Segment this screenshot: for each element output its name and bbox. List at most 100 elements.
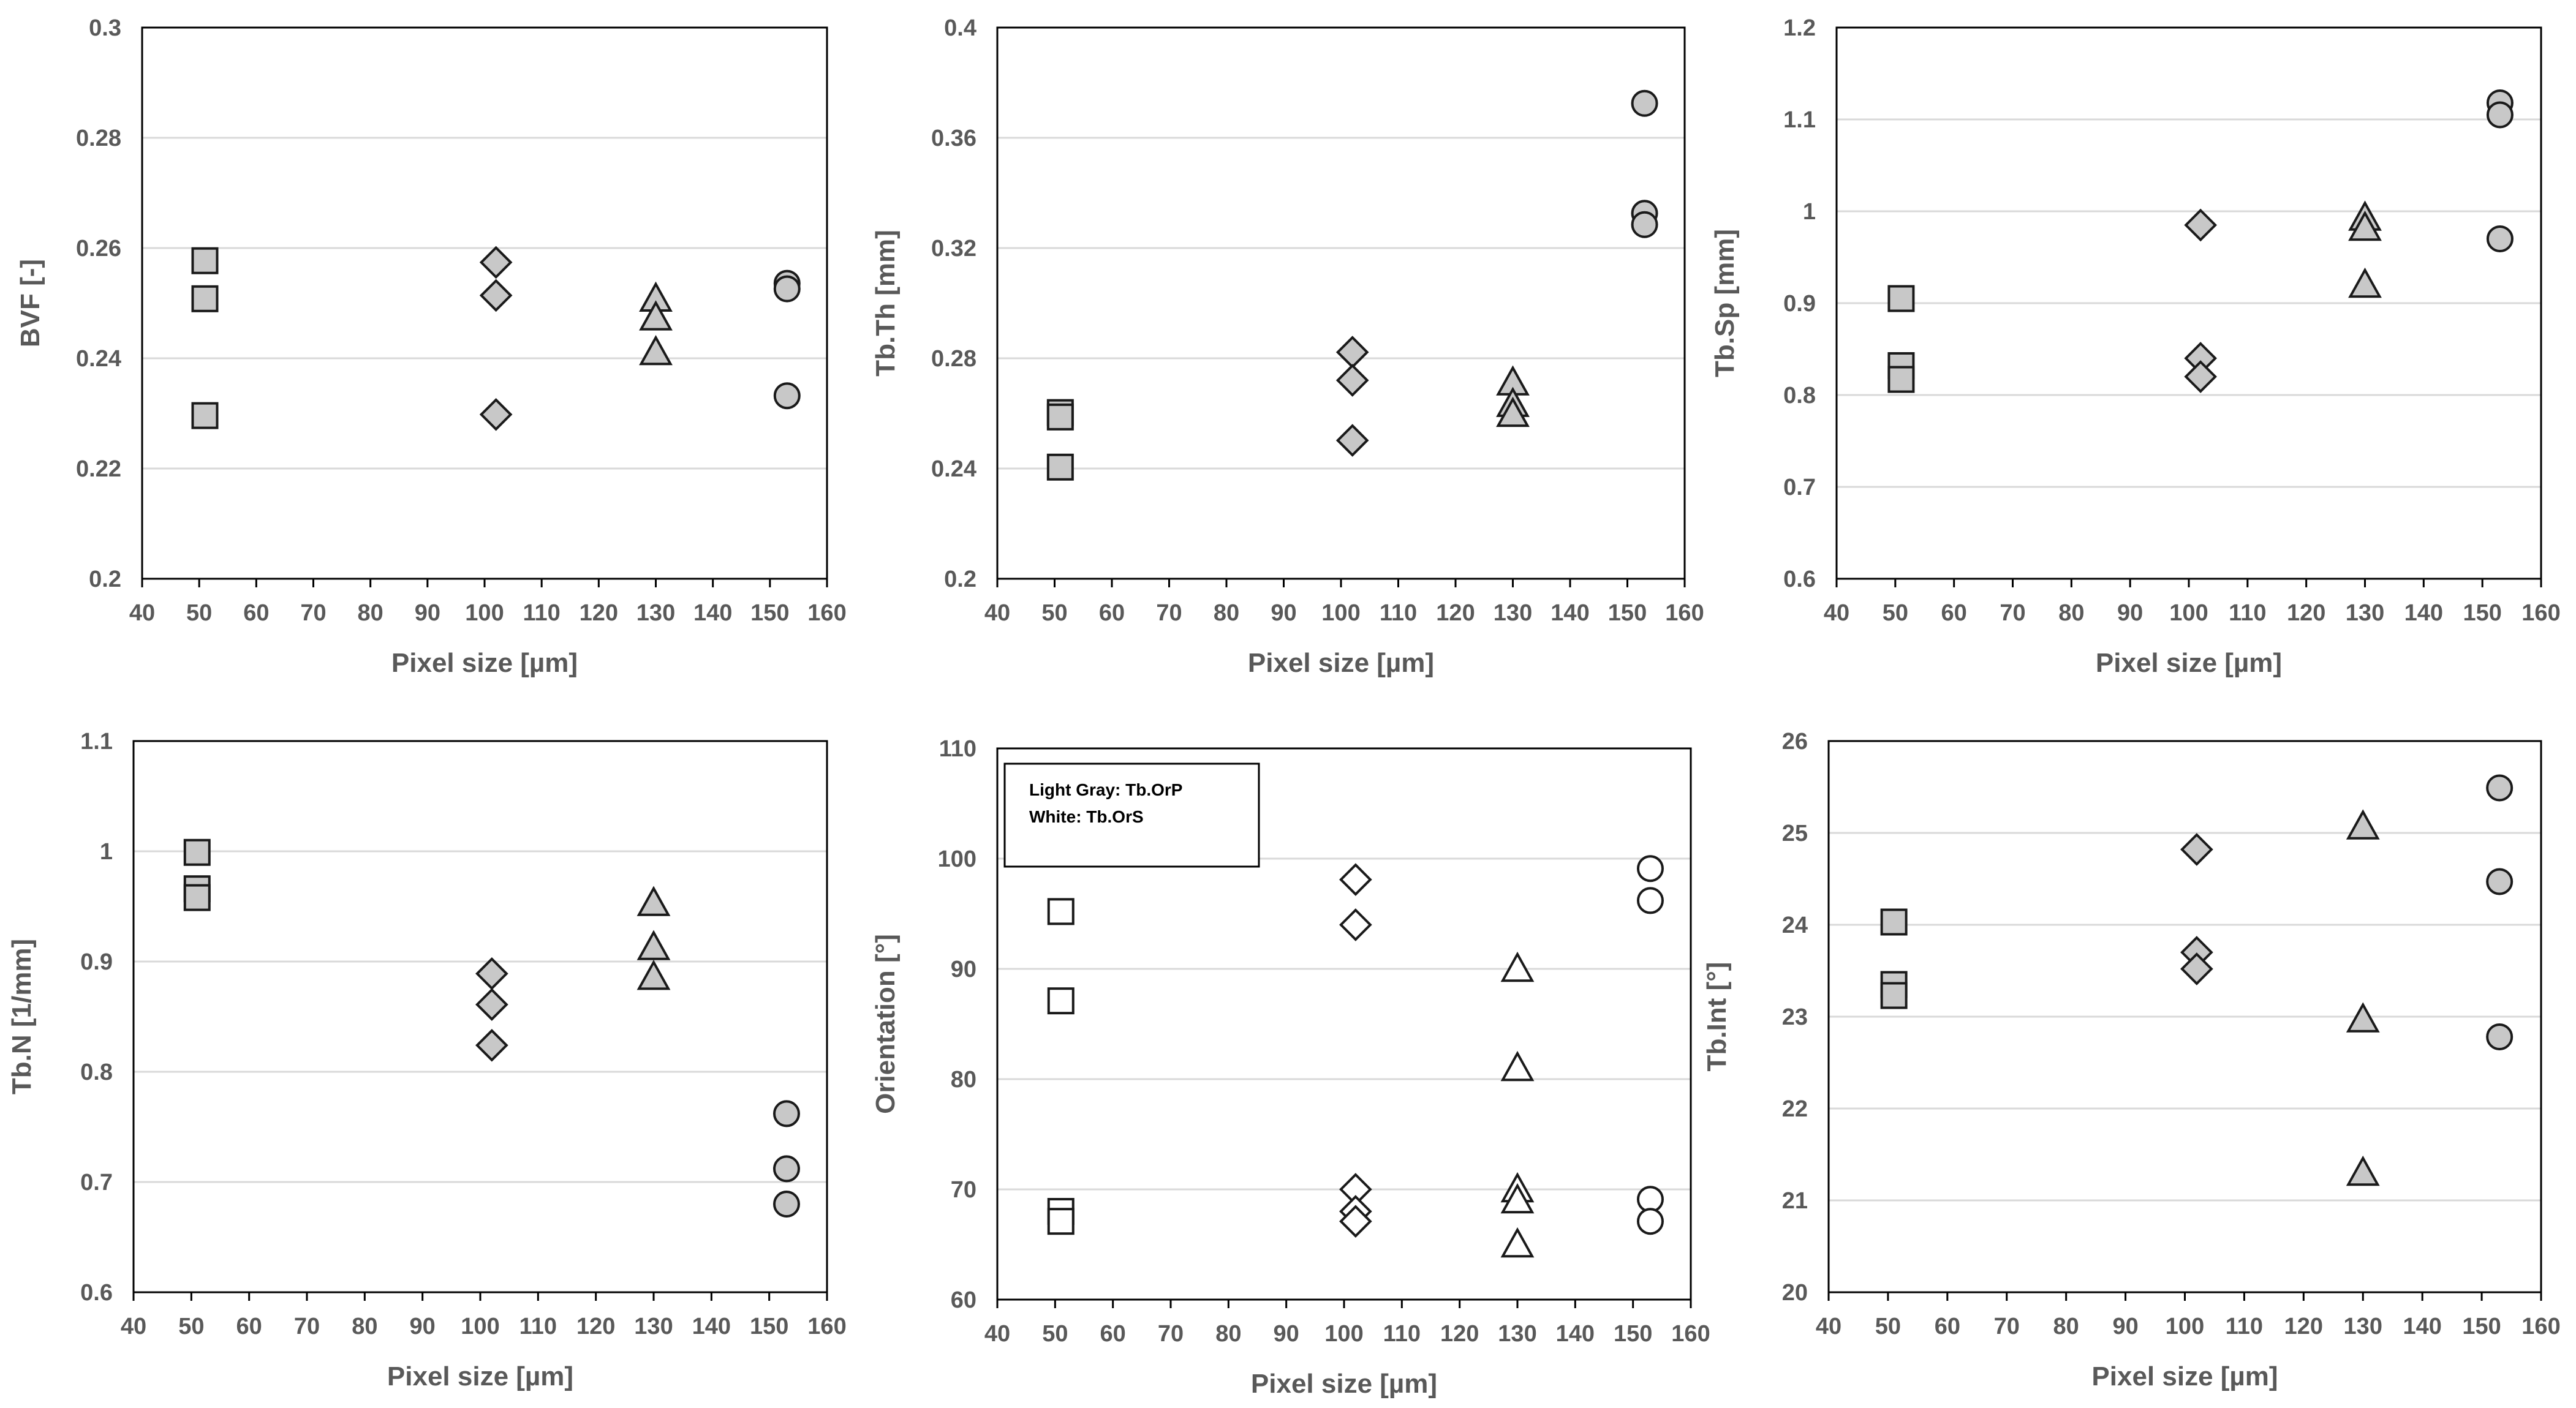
x-tick-label: 120 (2284, 1314, 2323, 1339)
y-tick-label: 90 (951, 957, 976, 982)
y-tick-label: 1.1 (1783, 107, 1816, 133)
x-tick-label: 80 (1214, 600, 1239, 626)
y-tick-label: 0.26 (76, 236, 121, 262)
data-point-circle (2486, 101, 2514, 129)
x-tick-label: 120 (576, 1314, 615, 1339)
y-tick-label: 25 (1782, 821, 1808, 846)
data-point-diamond (1339, 908, 1372, 941)
x-tick-label: 100 (461, 1314, 499, 1339)
x-axis-title: Pixel size [µm] (2096, 648, 2282, 678)
x-axis-title: Pixel size [µm] (391, 648, 578, 678)
data-point-circle (772, 1100, 800, 1128)
x-tick-label: 60 (1941, 600, 1967, 626)
y-tick-label: 1 (100, 839, 113, 865)
x-tick-label: 50 (186, 600, 212, 626)
x-tick-label: 50 (1875, 1314, 1901, 1339)
data-point-circle (2486, 225, 2514, 252)
y-tick-label: 0.24 (76, 346, 121, 372)
data-point-triangle (1500, 1183, 1535, 1214)
y-tick-label: 20 (1782, 1280, 1808, 1306)
x-tick-label: 160 (2521, 1314, 2560, 1339)
data-point-diamond (2184, 208, 2217, 242)
data-point-triangle (1500, 1227, 1535, 1258)
legend-entry: White: Tb.OrS (1029, 807, 1144, 826)
x-tick-label: 50 (178, 1314, 204, 1339)
x-tick-label: 90 (415, 600, 440, 626)
y-tick-label: 1 (1803, 199, 1816, 225)
x-tick-label: 150 (750, 1314, 788, 1339)
data-point-diamond (475, 988, 508, 1022)
chart-tbn: 0.6 0.7 0.8 0.9 1 1.1 40 50 60 70 80 90 100 110 120 130… (7, 729, 847, 1391)
x-tick-label: 40 (1824, 600, 1849, 626)
plot-area-frame (141, 26, 828, 580)
data-point-diamond (1339, 1205, 1372, 1238)
x-tick-label: 40 (984, 600, 1010, 626)
data-point-square (191, 402, 219, 429)
y-tick-label: 23 (1782, 1004, 1808, 1030)
chart-bvf: 0.2 0.22 0.24 0.26 0.28 0.3 40 50 60 70 80 90 100 110… (15, 15, 847, 678)
data-point-circle (1631, 89, 1658, 117)
plot-area-frame (996, 26, 1686, 580)
x-tick-label: 120 (1436, 600, 1475, 626)
data-point-square (183, 838, 211, 866)
x-tick-label: 130 (1494, 600, 1532, 626)
data-point-square (1046, 403, 1074, 431)
y-axis-title: Tb.Sp [mm] (1710, 229, 1740, 377)
y-tick-label: 1.2 (1783, 15, 1816, 41)
x-tick-label: 110 (2229, 600, 2266, 626)
data-point-triangle (2348, 210, 2382, 241)
data-point-diamond (2184, 360, 2217, 393)
y-axis-title: Tb.N [1/mm] (7, 939, 37, 1094)
x-axis-title: Pixel size [µm] (1248, 648, 1434, 678)
x-tick-label: 90 (410, 1314, 436, 1339)
x-tick-label: 90 (2112, 1314, 2138, 1339)
data-point-triangle (1500, 1050, 1535, 1082)
x-tick-label: 110 (2226, 1314, 2263, 1339)
y-tick-label: 0.9 (1783, 291, 1816, 317)
data-point-diamond (475, 1028, 508, 1062)
y-tick-label: 0.28 (76, 126, 121, 151)
x-tick-label: 40 (984, 1321, 1010, 1347)
x-tick-label: 140 (692, 1314, 731, 1339)
x-tick-label: 150 (1608, 600, 1647, 626)
y-tick-label: 80 (951, 1067, 976, 1093)
y-tick-label: 0.9 (80, 949, 113, 975)
y-tick-label: 110 (939, 736, 976, 762)
chart-orientation: 60 70 80 90 100 110 40 50 60 70 80 90 100 110 120 130 14… (871, 736, 1710, 1399)
data-point-square (191, 247, 219, 274)
y-tick-label: 21 (1782, 1188, 1808, 1214)
y-tick-label: 0.6 (1783, 567, 1816, 592)
data-point-triangle (1496, 396, 1530, 427)
x-tick-label: 60 (243, 600, 269, 626)
x-tick-label: 70 (2000, 600, 2025, 626)
x-tick-label: 140 (1556, 1321, 1595, 1347)
y-tick-label: 0.2 (944, 567, 976, 592)
x-tick-label: 80 (2053, 1314, 2079, 1339)
y-tick-label: 0.7 (1783, 475, 1816, 500)
x-tick-label: 110 (523, 600, 561, 626)
data-point-triangle (636, 930, 671, 960)
x-tick-label: 140 (1551, 600, 1589, 626)
x-tick-label: 80 (358, 600, 383, 626)
y-tick-label: 0.3 (89, 15, 121, 41)
y-tick-label: 1.1 (80, 729, 113, 755)
x-tick-label: 160 (1671, 1321, 1710, 1347)
data-point-diamond (2180, 833, 2213, 866)
x-tick-label: 90 (1271, 600, 1296, 626)
data-point-triangle (1500, 951, 1535, 982)
y-tick-label: 0.4 (944, 15, 976, 41)
data-point-diamond (1339, 863, 1372, 897)
y-tick-label: 0.6 (80, 1280, 113, 1306)
data-point-triangle (639, 334, 673, 366)
x-tick-label: 60 (1935, 1314, 1960, 1339)
data-point-diamond (1335, 336, 1369, 369)
x-tick-label: 70 (300, 600, 326, 626)
x-tick-label: 50 (1883, 600, 1908, 626)
data-point-diamond (1335, 424, 1369, 457)
y-axis-title: Tb.Th [mm] (871, 230, 901, 377)
y-tick-label: 0.8 (80, 1060, 113, 1085)
y-axis-title: BVF [-] (15, 259, 45, 347)
x-tick-label: 60 (1099, 600, 1125, 626)
x-tick-label: 140 (693, 600, 732, 626)
data-point-circle (772, 1155, 800, 1183)
